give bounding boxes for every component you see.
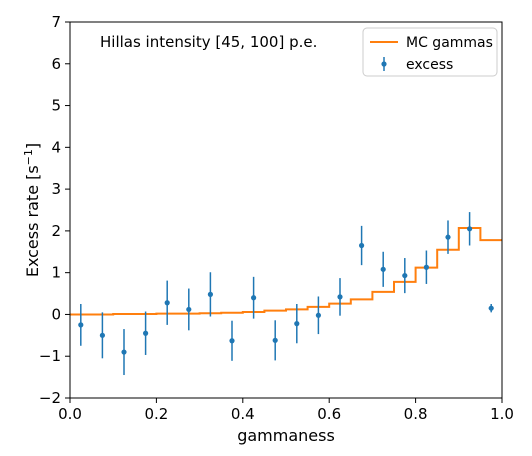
excess-point <box>380 266 386 272</box>
y-tick-label: 7 <box>51 13 61 31</box>
excess-point <box>337 294 343 300</box>
y-axis-label: Excess rate [s−1] <box>22 143 42 277</box>
legend-box <box>362 27 498 77</box>
excess-point <box>445 234 451 240</box>
x-tick-label: 0.2 <box>144 405 168 423</box>
y-tick-label: −2 <box>39 389 61 407</box>
excess-layer <box>78 212 494 376</box>
excess-point <box>488 305 494 311</box>
y-tick-label: 2 <box>51 222 61 240</box>
y-tick-label: −1 <box>39 347 61 365</box>
excess-point <box>143 330 149 336</box>
excess-point <box>164 300 170 306</box>
excess-point <box>207 291 213 297</box>
legend-excess-swatch-marker <box>381 61 387 67</box>
x-tick-label: 1.0 <box>490 405 514 423</box>
y-tick-label: 6 <box>51 55 61 73</box>
excess-point <box>251 295 257 301</box>
excess-point <box>402 272 408 279</box>
x-tick-label: 0.8 <box>404 405 428 423</box>
excess-point <box>423 264 429 270</box>
excess-point <box>359 242 365 249</box>
y-tick-label: 1 <box>51 264 61 282</box>
excess-point <box>78 322 84 328</box>
x-tick-label: 0.4 <box>231 405 255 423</box>
excess-point <box>186 306 192 313</box>
y-axis-label-end: ] <box>23 143 42 149</box>
y-axis-label-main: Excess rate [s <box>23 165 42 277</box>
y-tick-label: 0 <box>51 305 61 323</box>
mc-gammas-layer <box>70 226 502 316</box>
y-axis: −2 −1 0 1 2 3 4 5 6 7 <box>39 13 70 407</box>
legend: MC gammas excess <box>362 27 498 77</box>
excess-point <box>272 337 278 343</box>
excess-point <box>229 338 235 344</box>
x-axis-label: gammaness <box>237 426 335 445</box>
x-tick-label: 0.6 <box>317 405 341 423</box>
y-tick-label: 5 <box>51 97 61 115</box>
y-axis-label-sup: −1 <box>22 149 35 165</box>
annotation: Hillas intensity [45, 100] p.e. <box>100 33 317 51</box>
legend-excess-label: excess <box>406 57 453 73</box>
legend-mc-label: MC gammas <box>406 35 493 51</box>
excess-point <box>99 332 105 338</box>
plot-frame <box>69 21 503 399</box>
plot-area <box>70 22 502 398</box>
excess-point <box>121 349 127 355</box>
y-tick-label: 3 <box>51 180 61 198</box>
mc-gammas-step-line <box>70 226 502 316</box>
excess-point <box>294 321 300 327</box>
y-tick-label: 4 <box>51 138 61 156</box>
excess-point <box>467 226 473 232</box>
excess-point <box>315 312 321 318</box>
x-axis: 0.0 0.2 0.4 0.6 0.8 1.0 <box>58 398 514 423</box>
x-tick-label: 0.0 <box>58 405 82 423</box>
